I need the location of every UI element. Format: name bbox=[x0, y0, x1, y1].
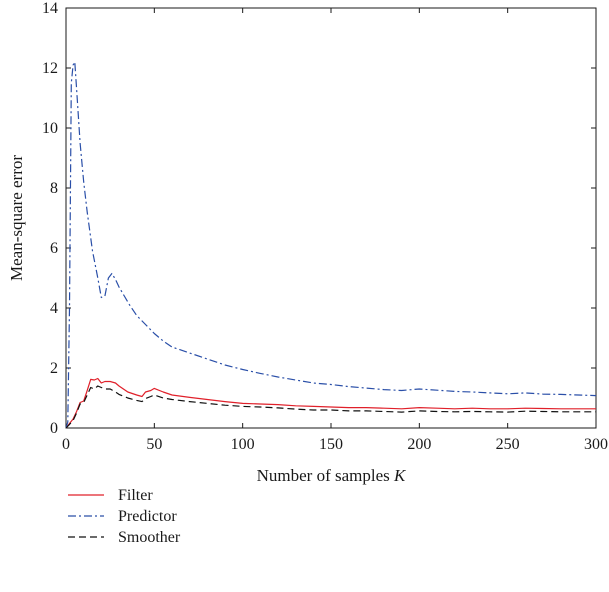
x-tick-label: 50 bbox=[146, 436, 162, 453]
x-tick-label: 0 bbox=[62, 436, 70, 453]
x-tick-label: 300 bbox=[584, 436, 608, 453]
y-tick-label: 10 bbox=[42, 120, 58, 137]
y-tick-label: 14 bbox=[42, 0, 58, 17]
y-tick-label: 2 bbox=[50, 360, 58, 377]
legend-label-filter: Filter bbox=[118, 487, 153, 504]
y-axis-label: Mean-square error bbox=[7, 155, 26, 281]
y-tick-label: 4 bbox=[50, 300, 58, 317]
plot-lines bbox=[65, 61, 597, 429]
tick-labels: 0 50 100 150 200 250 300 0 2 4 6 8 10 12 14 bbox=[42, 0, 608, 453]
y-tick-label: 6 bbox=[50, 240, 58, 257]
legend: Filter Predictor Smoother bbox=[68, 487, 181, 546]
x-tick-label: 100 bbox=[231, 436, 255, 453]
series-line-filter bbox=[65, 377, 596, 429]
x-axis-label-text: Number of samples bbox=[257, 466, 390, 485]
series-line-smoother bbox=[65, 385, 596, 429]
legend-label-predictor: Predictor bbox=[118, 508, 177, 525]
x-tick-label: 150 bbox=[319, 436, 343, 453]
plot-frame bbox=[65, 7, 597, 429]
x-tick-label: 200 bbox=[407, 436, 431, 453]
y-tick-label: 12 bbox=[42, 60, 58, 77]
x-tick-label: 250 bbox=[496, 436, 520, 453]
y-tick-label: 8 bbox=[50, 180, 58, 197]
series-line-predictor bbox=[65, 61, 597, 429]
x-axis-label: Number of samples K bbox=[257, 466, 407, 485]
axes bbox=[65, 7, 597, 429]
y-tick-label: 0 bbox=[50, 420, 58, 437]
x-axis-variable: K bbox=[393, 466, 407, 485]
legend-label-smoother: Smoother bbox=[118, 529, 181, 546]
